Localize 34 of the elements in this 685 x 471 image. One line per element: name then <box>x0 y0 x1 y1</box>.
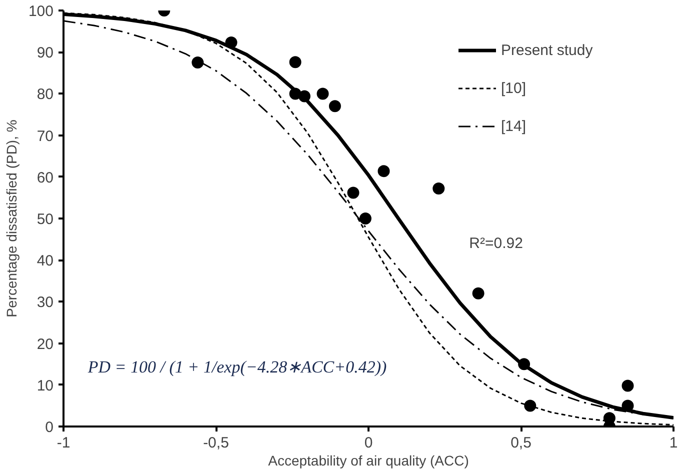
y-tick-label: 20 <box>36 336 54 353</box>
annotation: PD = 100 / (1 + 1/exp(−4.28∗ACC+0.42)) <box>86 358 388 377</box>
legend-label: Present study <box>501 42 593 58</box>
point <box>289 56 302 68</box>
point <box>359 212 372 224</box>
y-tick-label: 60 <box>36 169 54 186</box>
y-tick-label: 100 <box>28 3 54 20</box>
y-tick-label: 10 <box>36 377 54 394</box>
point <box>472 287 484 300</box>
x-tick-label: 0 <box>364 434 373 452</box>
x-tick-label: -0,5 <box>203 434 229 452</box>
y-tick-label: 90 <box>36 44 54 62</box>
point <box>378 165 390 178</box>
point <box>524 400 536 412</box>
y-tick-label: 50 <box>36 211 54 228</box>
point <box>328 100 341 112</box>
legend-label: [14] <box>501 118 526 134</box>
point <box>432 182 445 195</box>
y-tick-label: 0 <box>45 419 54 436</box>
x-tick-label: -1 <box>56 434 70 452</box>
x-tick-label: 0,5 <box>510 434 532 452</box>
point <box>316 88 329 100</box>
annotation: R²=0.92 <box>469 234 523 252</box>
y-tick-label: 80 <box>36 86 54 104</box>
y-tick-label: 30 <box>36 294 54 312</box>
legend-label: [10] <box>501 80 526 96</box>
point <box>622 380 634 392</box>
y-axis-title: Percentage dissatisfied (PD), % <box>3 120 20 318</box>
x-axis-title: Acceptability of air quality (ACC) <box>268 452 469 468</box>
y-tick-label: 40 <box>36 252 54 270</box>
point <box>347 186 360 199</box>
y-tick-label: 70 <box>36 128 54 145</box>
x-tick-label: 1 <box>669 434 678 452</box>
point <box>192 56 204 68</box>
